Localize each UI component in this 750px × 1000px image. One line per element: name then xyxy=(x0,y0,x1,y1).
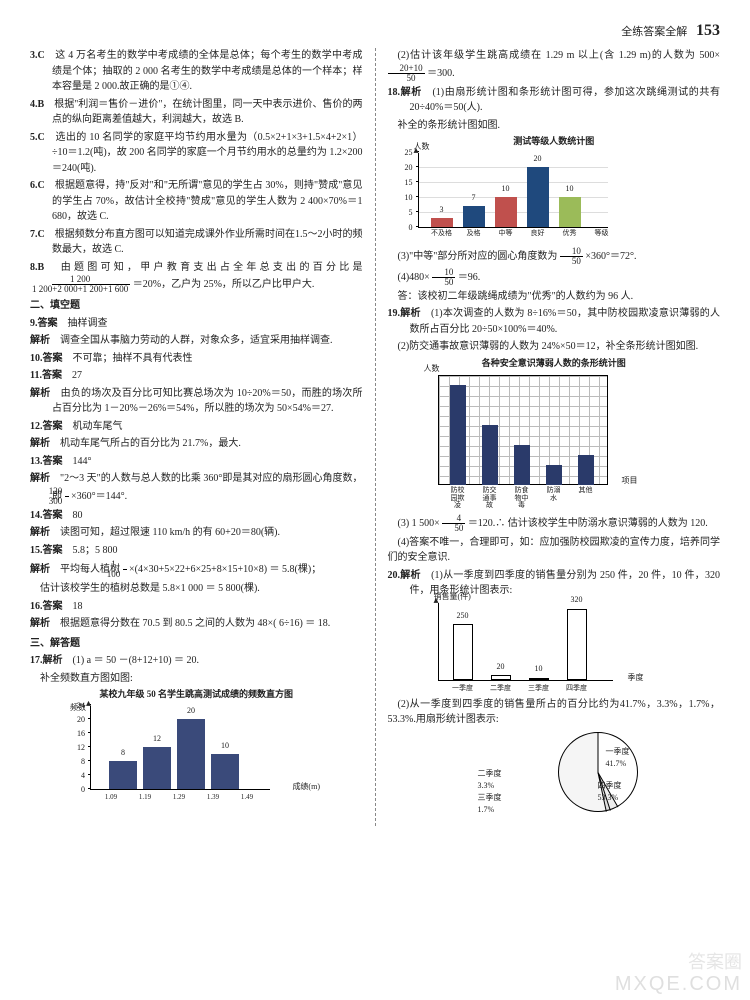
chart17-axes: 04812162024 8122010 1.091.191.291.391.49 xyxy=(90,706,270,790)
chart20-axes: 2502010320 一季度二季度三季度四季度 xyxy=(438,603,613,681)
q15-jx: 解析 平均每人植树 1100 ×(4×30+5×22+6×25+8×15+10×… xyxy=(30,560,363,579)
q15-fraction: 1100 xyxy=(123,560,127,579)
q4: 4.B 根据"利润＝售价－进价"，在统计图里，同一天中表示进价、售价的两点的纵向… xyxy=(30,97,363,128)
r19c-fraction: 450 xyxy=(442,514,465,533)
q11: 11.答案 27 xyxy=(30,368,363,384)
q10: 10.答案 不可靠；抽样不具有代表性 xyxy=(30,351,363,367)
q13-jx: 解析 "2～3 天"的人数与总人数的比乘 360°即是其对应的扇形圆心角度数，即… xyxy=(30,471,363,506)
q6: 6.C 根据题意得，持"反对"和"无所谓"意见的学生占 30%，则持"赞成"意见… xyxy=(30,178,363,225)
q5: 5.C 选出的 10 名同学的家庭平均节约用水量为（0.5×2+1×3+1.5×… xyxy=(30,130,363,177)
page-number: 153 xyxy=(696,22,720,39)
chart17: 频数 04812162024 8122010 1.091.191.291.391… xyxy=(90,706,290,801)
header-title: 全练答案全解 xyxy=(621,26,687,38)
r19c: (3) 1 500× 450 ＝120.∴ 估计该校学生中防溺水意识薄弱的人数为… xyxy=(388,514,721,533)
q18-text2: 补全的条形统计图如图. xyxy=(388,118,721,134)
q13-fraction: 120300 xyxy=(65,487,69,506)
chart18-axes: 0510152025 37102010 不及格及格中等良好优秀等级 xyxy=(418,153,608,228)
q12: 12.答案 机动车尾气 xyxy=(30,419,363,435)
r18d-fraction: 1050 xyxy=(432,268,455,287)
q18: 18.解析 (1)由扇形统计图和条形统计图可得，参加这次跳绳测试的共有 20÷4… xyxy=(388,85,721,116)
left-column: 3.C 这 4 万名考生的数学中考成绩的全体是总体；每个考生的数学中考成绩是个体… xyxy=(30,48,363,826)
pie-lbl-1: 一季度41.7% xyxy=(606,746,630,771)
r20b: (2)从一季度到四季度的销售量所占的百分比约为41.7%，3.3%，1.7%，5… xyxy=(388,697,721,728)
chart20: 销售量(件) 2502010320 一季度二季度三季度四季度 季度 xyxy=(438,603,628,693)
r18c: (3)"中等"部分所对应的圆心角度数为 1050 ×360°＝72°. xyxy=(388,247,721,266)
chart19: 人数 防校园欺凌防交通事故防食物中毒防溺水其他 项目 xyxy=(428,375,618,510)
q16-jx: 解析 根据题意得分数在 70.5 到 80.5 之间的人数为 48×( 6÷16… xyxy=(30,616,363,632)
q16: 16.答案 18 xyxy=(30,599,363,615)
columns-container: 3.C 这 4 万名考生的数学中考成绩的全体是总体；每个考生的数学中考成绩是个体… xyxy=(30,48,720,826)
q8-fraction: 1 2001 200+2 000+1 200+1 600 xyxy=(52,275,130,294)
section-3-title: 三、解答题 xyxy=(30,636,363,652)
watermark-text: 答案圈 xyxy=(688,948,742,974)
r17b: (2)估计该年级学生跳高成绩在 1.29 m 以上(含 1.29 m)的人数为 … xyxy=(388,48,721,83)
page-header: 全练答案全解 153 xyxy=(30,22,720,40)
q15-jx2: 估计该校学生的植树总数是 5.8×1 000 ＝ 5 800(棵). xyxy=(30,581,363,597)
q8: 8.B 由题图可知，甲户教育支出占全年总支出的百分比是 1 2001 200+2… xyxy=(30,260,363,295)
section-2-title: 二、填空题 xyxy=(30,298,363,314)
q14: 14.答案 80 xyxy=(30,508,363,524)
pie-lbl-4: 四季度53.3% xyxy=(598,780,622,805)
r18e: 答：该校初二年级跳绳成绩为"优秀"的人数约为 96 人. xyxy=(388,289,721,305)
page-root: 全练答案全解 153 3.C 这 4 万名考生的数学中考成绩的全体是总体；每个考… xyxy=(0,0,750,848)
r18c-fraction: 1050 xyxy=(560,247,583,266)
right-column: (2)估计该年级学生跳高成绩在 1.29 m 以上(含 1.29 m)的人数为 … xyxy=(388,48,721,826)
r17b-fraction: 20+1050 xyxy=(388,64,425,83)
q9-jx: 解析 调查全国从事脑力劳动的人群，对象众多，适宜采用抽样调查. xyxy=(30,333,363,349)
watermark-url: MXQE.COM xyxy=(615,973,742,996)
q11-jx: 解析 由负的场次及百分比可知比赛总场次为 10÷20%＝50，而胜的场次所占百分… xyxy=(30,386,363,417)
q17-text2: 补全频数直方图如图: xyxy=(30,671,363,687)
q17: 17.解析 (1) a ＝ 50 －(8+12+10) ＝ 20. xyxy=(30,653,363,669)
pie-lbl-3: 三季度1.7% xyxy=(478,792,502,817)
column-divider xyxy=(375,48,376,826)
q7: 7.C 根据频数分布直方图可以知道完成课外作业所需时间在1.5～2小时的频数最大… xyxy=(30,227,363,258)
q3: 3.C 这 4 万名考生的数学中考成绩的全体是总体；每个考生的数学中考成绩是个体… xyxy=(30,48,363,95)
q15: 15.答案 5.8；5 800 xyxy=(30,543,363,559)
r18d: (4)480× 1050 ＝96. xyxy=(388,268,721,287)
q19-text2: (2)防交通事故意识薄弱的人数为 24%×50＝12，补全条形统计图如图. xyxy=(388,339,721,355)
q14-jx: 解析 读图可知，超过限速 110 km/h 的有 60+20＝80(辆). xyxy=(30,525,363,541)
pie20: 一季度41.7% 二季度3.3% 三季度1.7% 四季度53.3% xyxy=(508,732,648,822)
pie-lbl-2: 二季度3.3% xyxy=(478,768,502,793)
chart18: 人数 0510152025 37102010 不及格及格中等良好优秀等级 xyxy=(418,153,628,243)
r19d: (4)答案不唯一，合理即可，如：应加强防校园欺凌的宣传力度，培养同学们的安全意识… xyxy=(388,535,721,566)
q19: 19.解析 (1)本次调查的人数为 8÷16%＝50，其中防校园欺凌意识薄弱的人… xyxy=(388,306,721,337)
q13: 13.答案 144° xyxy=(30,454,363,470)
q9: 9.答案 抽样调查 xyxy=(30,316,363,332)
q12-jx: 解析 机动车尾气所占的百分比为 21.7%，最大. xyxy=(30,436,363,452)
